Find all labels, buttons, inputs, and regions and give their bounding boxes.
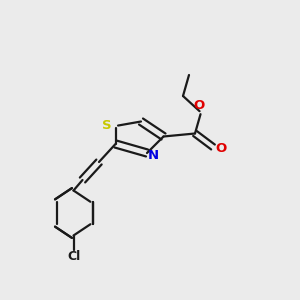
Text: S: S	[102, 118, 112, 132]
Text: Cl: Cl	[67, 250, 80, 263]
Text: N: N	[148, 149, 159, 162]
Text: O: O	[215, 142, 226, 155]
Text: O: O	[193, 99, 204, 112]
